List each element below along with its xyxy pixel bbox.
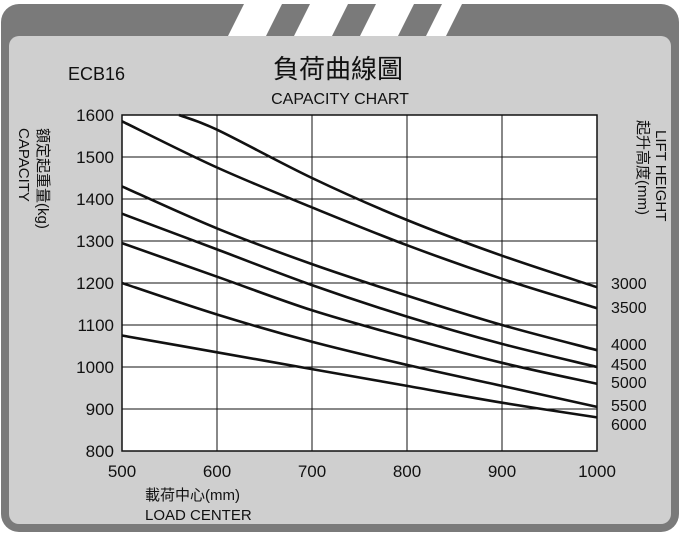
y-axis-label-cn: 額定起重量(kg) — [34, 128, 51, 229]
model-label: ECB16 — [68, 64, 125, 84]
y-tick-label-900: 900 — [86, 400, 114, 419]
x-axis-label-cn: 載荷中心(mm) — [145, 487, 240, 504]
y-tick-label-1600: 1600 — [76, 106, 114, 125]
series-label-6000: 6000 — [611, 417, 647, 434]
series-label-5500: 5500 — [611, 398, 647, 415]
y-tick-label-1000: 1000 — [76, 358, 114, 377]
x-tick-label-800: 800 — [393, 462, 421, 481]
series-line-3500 — [121, 120, 598, 310]
x-tick-label-500: 500 — [108, 462, 136, 481]
x-tick-label-600: 600 — [203, 462, 231, 481]
x-tick-label-900: 900 — [488, 462, 516, 481]
series-line-5500 — [121, 281, 598, 409]
series-label-3500: 3500 — [611, 300, 647, 317]
chart-title-en: CAPACITY CHART — [271, 91, 409, 108]
lift-height-label-cn: 起升高度(mm) — [634, 120, 651, 215]
y-tick-label-1100: 1100 — [77, 316, 114, 335]
x-axis-label-en: LOAD CENTER — [145, 507, 252, 524]
y-tick-label-800: 800 — [86, 442, 114, 461]
series-line-6000 — [121, 334, 598, 419]
series-label-3000: 3000 — [611, 276, 647, 293]
series-label-4000: 4000 — [611, 337, 647, 354]
y-axis-label-en: CAPACITY — [15, 128, 32, 202]
y-tick-label-1300: 1300 — [76, 232, 114, 251]
series-lines — [121, 113, 598, 419]
lift-height-label-en: LIFT HEIGHT — [652, 130, 669, 221]
y-tick-label-1400: 1400 — [76, 190, 114, 209]
stripe-decoration — [228, 4, 462, 36]
series-line-4500 — [121, 212, 598, 369]
series-line-5000 — [121, 241, 598, 386]
series-line-3000 — [178, 113, 598, 289]
x-tick-label-1000: 1000 — [578, 462, 616, 481]
y-tick-labels: 800 900 1000 1100 1200 1300 1400 1500 1600 — [76, 106, 114, 461]
x-tick-labels: 500 600 700 800 900 1000 — [108, 462, 616, 481]
chart-title-cn: 負荷曲線圖 — [273, 54, 403, 84]
series-label-4500: 4500 — [611, 357, 647, 374]
y-tick-label-1500: 1500 — [76, 148, 114, 167]
series-label-5000: 5000 — [611, 375, 647, 392]
series-line-4000 — [121, 185, 598, 352]
x-tick-label-700: 700 — [298, 462, 326, 481]
y-tick-label-1200: 1200 — [76, 274, 114, 293]
